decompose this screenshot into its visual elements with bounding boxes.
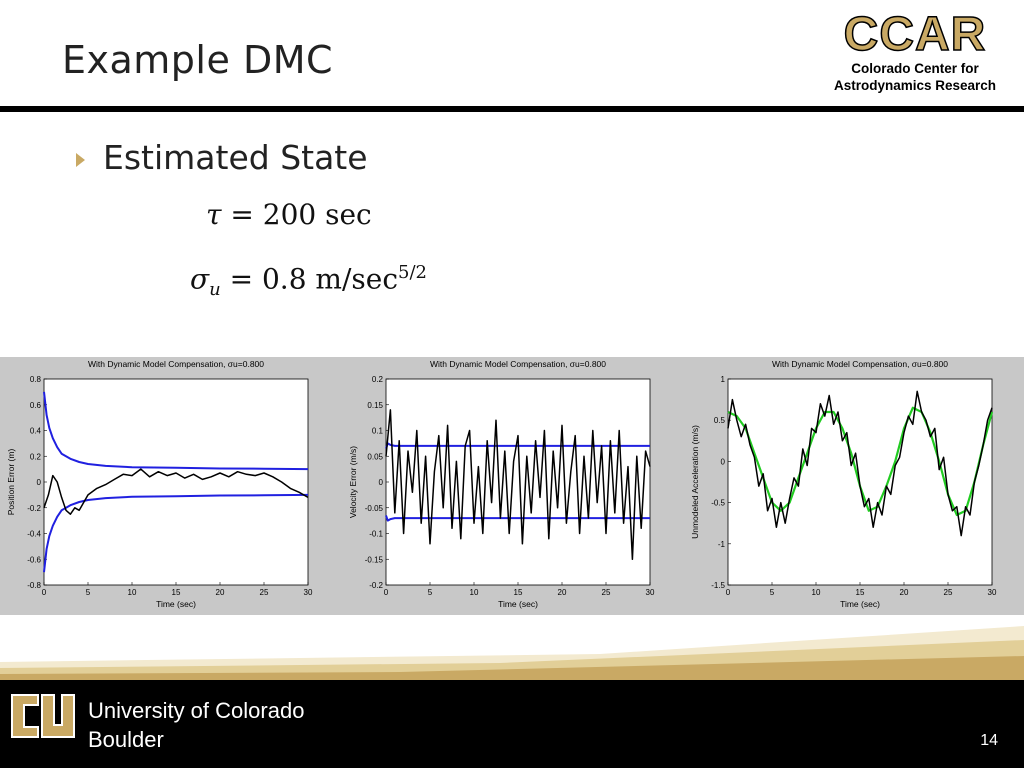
university-line2: Boulder (88, 727, 164, 752)
y-tick-label: 0 (37, 478, 42, 487)
y-tick-label: -0.2 (369, 581, 383, 590)
series-sigma-line (43, 391, 309, 471)
series-sigma_neg-line (385, 515, 650, 522)
university-name: University of Colorado Boulder (88, 696, 304, 754)
sigma-value: = 0.8 m/sec (220, 262, 399, 296)
y-tick-label: 0.6 (30, 401, 42, 410)
y-tick-label: 0.15 (367, 401, 383, 410)
y-tick-label: -0.05 (365, 504, 384, 513)
x-tick-label: 20 (900, 588, 909, 597)
footer-decoration (0, 626, 1024, 680)
x-tick-label: 15 (172, 588, 181, 597)
x-tick-label: 30 (304, 588, 313, 597)
y-tick-label: 0 (379, 478, 384, 487)
university-line1: University of Colorado (88, 698, 305, 723)
x-tick-label: 20 (558, 588, 567, 597)
bullet-item: Estimated State (76, 138, 368, 177)
footer-bar (0, 680, 1024, 768)
x-tick-label: 0 (384, 588, 389, 597)
y-tick-label: -0.2 (27, 504, 41, 513)
equation-sigma: σu = 0.8 m/sec5/2 (190, 262, 427, 301)
x-tick-label: 10 (128, 588, 137, 597)
series-estimate-line (727, 390, 993, 537)
x-tick-label: 25 (602, 588, 611, 597)
y-tick-label: -0.8 (27, 581, 41, 590)
sigma-symbol: σ (190, 262, 210, 296)
tau-symbol: τ (206, 198, 222, 231)
series-estimate-line (43, 468, 309, 515)
y-tick-label: 0.5 (714, 416, 726, 425)
y-tick-label: -1.5 (711, 581, 725, 590)
bullet-arrow-icon (76, 152, 85, 167)
x-axis-label: Time (sec) (840, 599, 880, 609)
velocity-error-chart: With Dynamic Model Compensation, σu=0.80… (342, 357, 682, 615)
acceleration-chart: With Dynamic Model Compensation, σu=0.80… (684, 357, 1024, 615)
ccar-logo: CCAR Colorado Center for Astrodynamics R… (820, 8, 1010, 94)
x-tick-label: 10 (470, 588, 479, 597)
y-tick-label: -0.1 (369, 530, 383, 539)
x-axis-label: Time (sec) (498, 599, 538, 609)
x-tick-label: 0 (42, 588, 47, 597)
x-tick-label: 15 (514, 588, 523, 597)
bullet-text: Estimated State (103, 138, 368, 177)
x-tick-label: 25 (944, 588, 953, 597)
y-tick-label: 0.8 (30, 375, 42, 384)
y-axis-label: Velocity Error (m/s) (348, 446, 358, 518)
x-axis-label: Time (sec) (156, 599, 196, 609)
x-tick-label: 5 (428, 588, 433, 597)
x-tick-label: 25 (260, 588, 269, 597)
y-tick-label: 0 (721, 457, 726, 466)
x-tick-label: 30 (988, 588, 997, 597)
chart-title: With Dynamic Model Compensation, σu=0.80… (772, 359, 948, 369)
y-tick-label: -0.5 (711, 499, 725, 508)
x-tick-label: 10 (812, 588, 821, 597)
x-tick-label: 5 (86, 588, 91, 597)
x-tick-label: 0 (726, 588, 731, 597)
y-tick-label: 0.1 (372, 427, 384, 436)
slide-title: Example DMC (62, 38, 334, 82)
y-axis-label: Unmodeled Acceleration (m/s) (690, 425, 700, 539)
sigma-exponent: 5/2 (398, 262, 427, 283)
position-error-chart: With Dynamic Model Compensation, σu=0.80… (0, 357, 340, 615)
y-tick-label: 0.2 (372, 375, 384, 384)
y-tick-label: -0.4 (27, 530, 41, 539)
ccar-logo-text: CCAR (843, 8, 987, 61)
page-number: 14 (980, 732, 998, 749)
x-tick-label: 5 (770, 588, 775, 597)
y-tick-label: -0.15 (365, 555, 384, 564)
y-tick-label: 0.05 (367, 452, 383, 461)
chart-title: With Dynamic Model Compensation, σu=0.80… (430, 359, 606, 369)
plot-area (385, 378, 651, 586)
tau-value: = 200 sec (221, 198, 372, 231)
title-divider (0, 106, 1024, 112)
y-tick-label: -0.6 (27, 555, 41, 564)
y-tick-label: 0.2 (30, 452, 42, 461)
y-tick-label: 1 (721, 375, 726, 384)
series-sigma_neg-line (43, 493, 309, 573)
y-tick-label: 0.4 (30, 427, 42, 436)
x-tick-label: 15 (856, 588, 865, 597)
x-tick-label: 30 (646, 588, 655, 597)
x-tick-label: 20 (216, 588, 225, 597)
chart-title: With Dynamic Model Compensation, σu=0.80… (88, 359, 264, 369)
plot-area (43, 378, 309, 586)
ccar-subtitle-line2: Astrodynamics Research (833, 78, 997, 93)
cu-logo-icon (11, 694, 75, 738)
series-estimate-line (385, 409, 651, 561)
ccar-subtitle-line1: Colorado Center for (851, 61, 979, 76)
sigma-subscript: u (209, 278, 221, 300)
equation-tau: τ = 200 sec (206, 198, 372, 231)
y-tick-label: -1 (718, 540, 726, 549)
y-axis-label: Position Error (m) (6, 449, 16, 516)
